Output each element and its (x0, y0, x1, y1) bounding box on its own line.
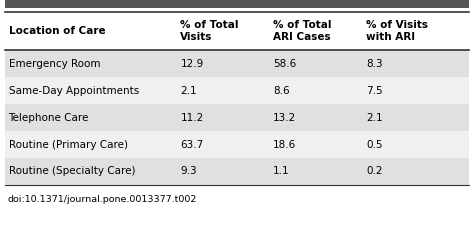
Text: 11.2: 11.2 (181, 113, 204, 123)
Text: Routine (Specialty Care): Routine (Specialty Care) (9, 167, 135, 177)
Text: 2.1: 2.1 (366, 113, 383, 123)
Text: 2.1: 2.1 (181, 86, 197, 96)
Bar (5, 12, 469, 50)
Bar (5, 158, 469, 185)
Text: % of Total
ARI Cases: % of Total ARI Cases (273, 20, 332, 42)
Text: 12.9: 12.9 (181, 58, 204, 69)
Text: 0.2: 0.2 (366, 167, 383, 177)
Text: Same-Day Appointments: Same-Day Appointments (9, 86, 139, 96)
Text: 13.2: 13.2 (273, 113, 297, 123)
Text: 18.6: 18.6 (273, 140, 297, 150)
Text: 1.1: 1.1 (273, 167, 290, 177)
Bar (5, 104, 469, 131)
Text: doi:10.1371/journal.pone.0013377.t002: doi:10.1371/journal.pone.0013377.t002 (7, 195, 197, 204)
Text: % of Visits
with ARI: % of Visits with ARI (366, 20, 428, 42)
Bar (5, 50, 469, 77)
Text: 0.5: 0.5 (366, 140, 383, 150)
Text: Telephone Care: Telephone Care (9, 113, 89, 123)
Bar (5, 77, 469, 104)
Text: Emergency Room: Emergency Room (9, 58, 100, 69)
Text: 58.6: 58.6 (273, 58, 297, 69)
Text: 7.5: 7.5 (366, 86, 383, 96)
Text: 8.3: 8.3 (366, 58, 383, 69)
Text: 9.3: 9.3 (181, 167, 197, 177)
Text: 63.7: 63.7 (181, 140, 204, 150)
Text: Routine (Primary Care): Routine (Primary Care) (9, 140, 128, 150)
Bar (5, 0, 469, 8)
Text: % of Total
Visits: % of Total Visits (181, 20, 239, 42)
Bar (5, 131, 469, 158)
Text: Location of Care: Location of Care (9, 26, 105, 36)
Text: 8.6: 8.6 (273, 86, 290, 96)
